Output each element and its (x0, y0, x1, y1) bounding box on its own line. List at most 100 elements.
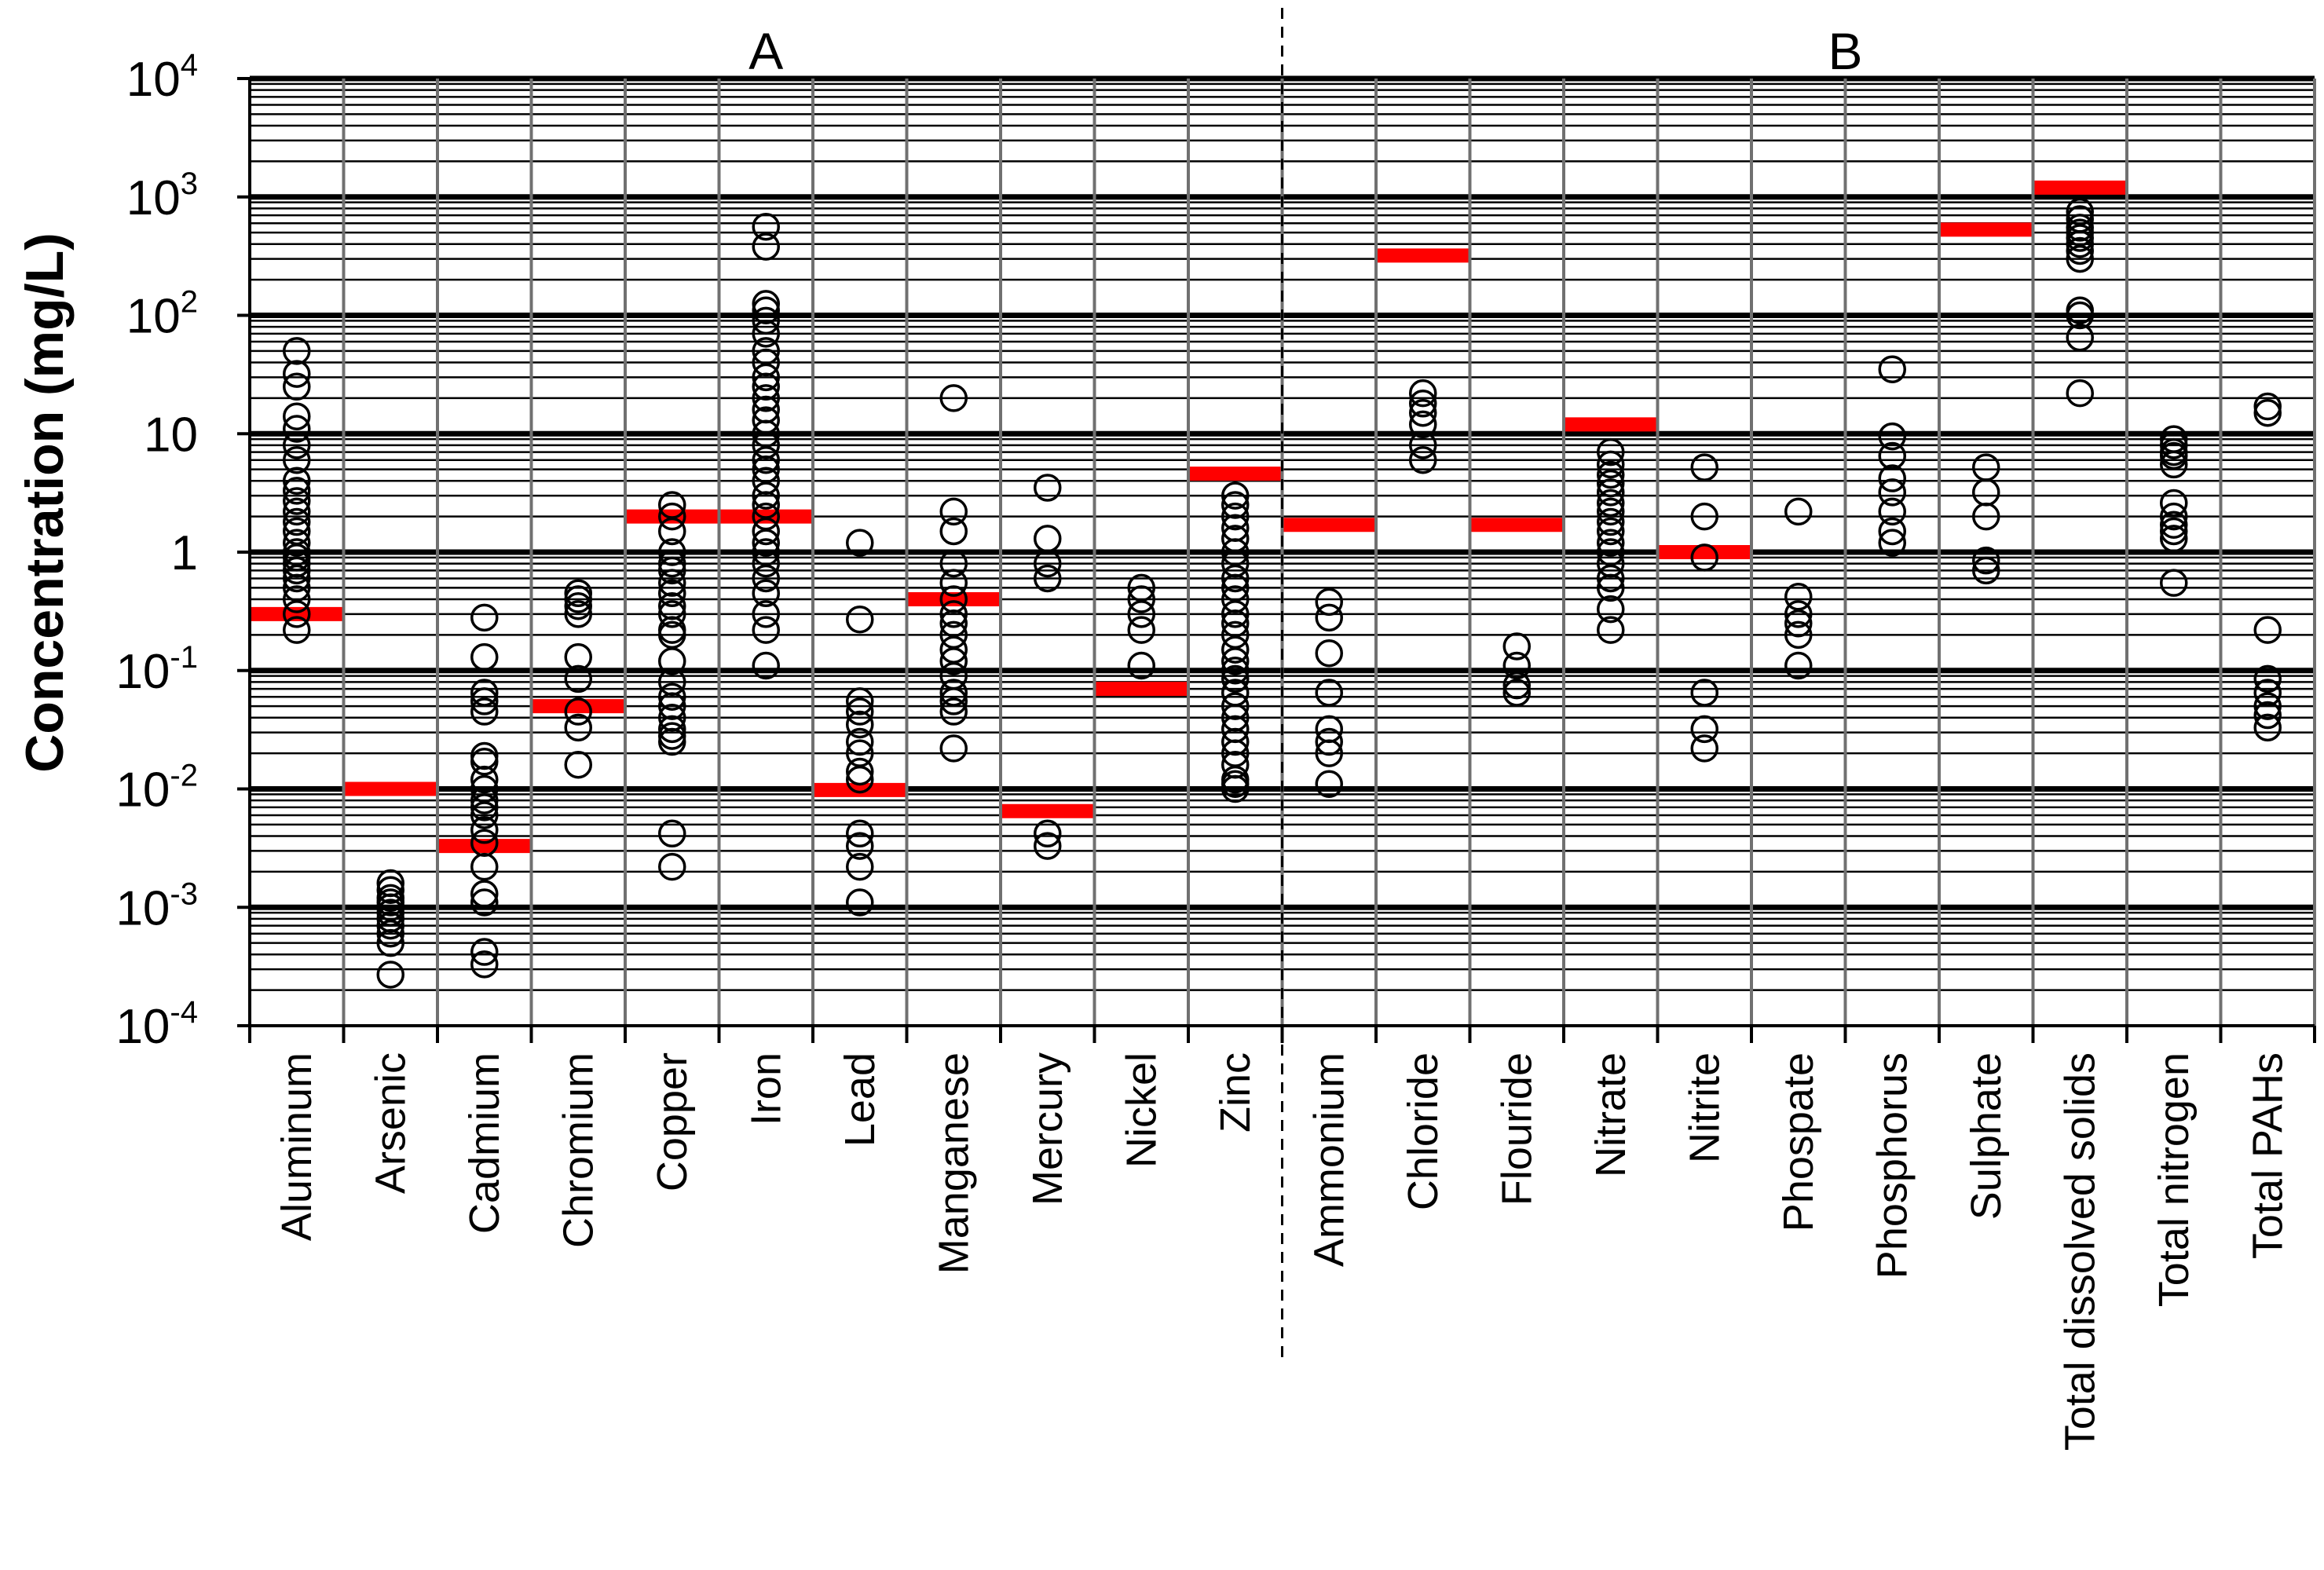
data-point (846, 529, 874, 557)
data-point (1221, 692, 1250, 720)
y-tick-label: 104 (126, 48, 198, 107)
data-point (752, 549, 780, 578)
data-point (1315, 639, 1343, 668)
data-point (376, 884, 404, 913)
data-point (1409, 445, 1437, 474)
data-point (470, 603, 499, 632)
data-point (658, 852, 686, 881)
data-point (846, 727, 874, 756)
data-point (658, 715, 686, 744)
data-point (1972, 478, 2000, 507)
category-label: Chromium (554, 1052, 602, 1248)
data-point (1409, 390, 1437, 418)
data-point (2253, 692, 2282, 720)
data-point (2160, 502, 2188, 531)
data-point (1690, 734, 1718, 763)
data-point (1221, 585, 1250, 613)
data-point (376, 869, 404, 898)
axis-layer (237, 8, 2316, 1359)
data-point (752, 579, 780, 608)
data-point (1597, 595, 1625, 624)
data-point (752, 337, 780, 365)
data-point (2160, 437, 2188, 467)
data-point (2160, 569, 2188, 597)
category-label: Manganese (930, 1052, 977, 1274)
data-point (939, 734, 968, 763)
data-point (1502, 679, 1531, 707)
y-tick-label: 10-2 (115, 759, 198, 818)
data-point (1690, 453, 1718, 481)
data-point (2253, 713, 2282, 742)
data-point (470, 679, 499, 707)
data-point (283, 497, 311, 526)
data-point (752, 320, 780, 348)
category-label: Nitrite (1681, 1052, 1728, 1163)
data-point (470, 793, 499, 822)
data-point (1409, 410, 1437, 439)
data-point (564, 642, 592, 672)
data-point (1597, 460, 1625, 489)
data-point (1597, 517, 1625, 546)
data-point (2066, 197, 2094, 226)
y-tick-label: 10-1 (115, 640, 198, 699)
data-point (658, 579, 686, 608)
category-label: Chloride (1400, 1052, 1447, 1210)
category-label: Aluminum (273, 1052, 320, 1241)
data-point (939, 497, 968, 526)
data-point (1972, 453, 2000, 481)
data-point (2160, 517, 2188, 546)
category-label: Phospate (1775, 1052, 1822, 1231)
data-point (1315, 727, 1343, 756)
data-point (1034, 564, 1062, 593)
data-point (564, 579, 592, 608)
data-point (846, 739, 874, 767)
data-point (1878, 355, 1906, 383)
category-label: Copper (649, 1052, 696, 1191)
data-point (1597, 616, 1625, 644)
data-point (1221, 715, 1250, 744)
data-point (1597, 489, 1625, 518)
y-tick-label: 10-4 (115, 995, 198, 1054)
data-point (1221, 481, 1250, 510)
data-point (1315, 679, 1343, 707)
data-point (1690, 679, 1718, 707)
data-point (1502, 651, 1531, 680)
data-point (1315, 715, 1343, 744)
category-label: Arsenic (367, 1052, 414, 1194)
data-point (752, 406, 780, 434)
data-point (283, 549, 311, 578)
data-point (470, 852, 499, 881)
category-label: Nitrate (1587, 1052, 1634, 1177)
data-point (1221, 514, 1250, 542)
data-point (752, 384, 780, 412)
data-point (1690, 502, 1718, 531)
data-point (376, 961, 404, 989)
data-point (283, 415, 311, 443)
data-point (470, 642, 499, 672)
data-point (1597, 469, 1625, 498)
data-point (283, 487, 311, 515)
data-point (2253, 679, 2282, 707)
data-point (1972, 546, 2000, 575)
data-point (1221, 620, 1250, 650)
data-point (658, 556, 686, 585)
data-point (470, 829, 499, 857)
data-point (846, 757, 874, 786)
data-point (1878, 441, 1906, 470)
data-point (564, 750, 592, 779)
data-point (939, 620, 968, 650)
data-point (1878, 478, 1906, 507)
category-label: Iron (742, 1052, 789, 1125)
category-label: Total nitrogen (2150, 1052, 2198, 1307)
data-point (752, 600, 780, 628)
data-point (2253, 392, 2282, 421)
data-point (939, 585, 968, 613)
category-label: Lead (836, 1052, 884, 1147)
data-point (283, 616, 311, 644)
data-point (1972, 556, 2000, 585)
data-point (564, 664, 592, 694)
data-point (564, 600, 592, 628)
data-point (1878, 529, 1906, 557)
data-point (1409, 431, 1437, 459)
data-point (283, 337, 311, 365)
